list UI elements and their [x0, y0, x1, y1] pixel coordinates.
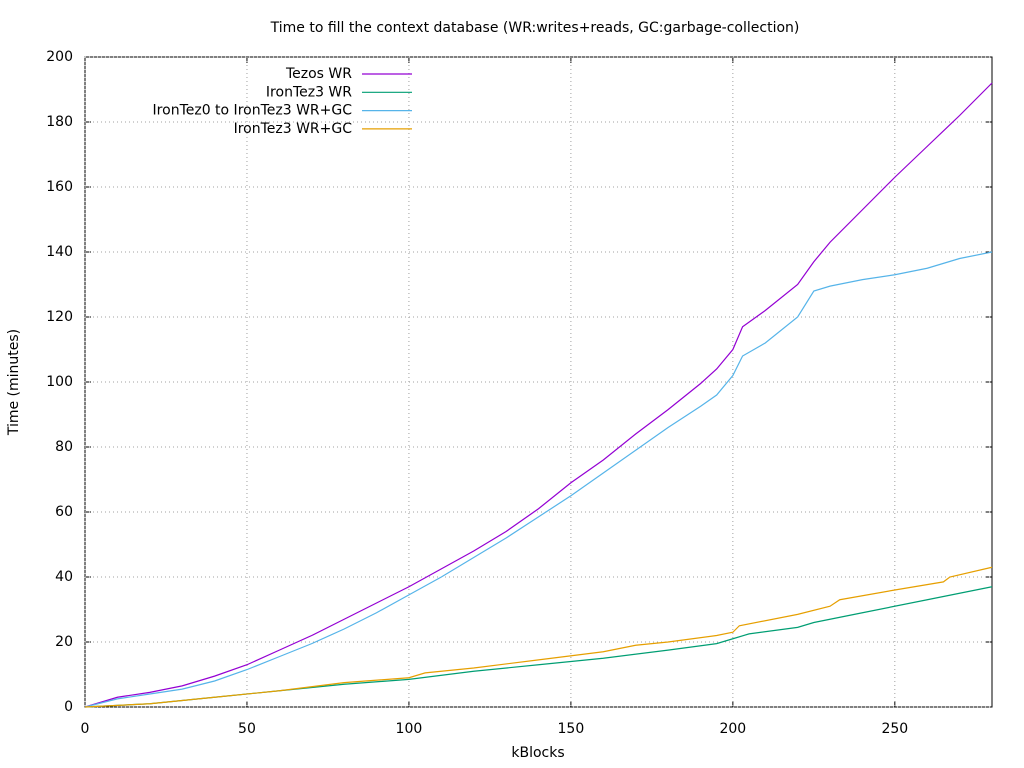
- legend-label: IronTez0 to IronTez3 WR+GC: [153, 103, 353, 119]
- x-tick-label: 200: [719, 721, 746, 737]
- y-tick-label: 120: [46, 309, 73, 325]
- legend-label: Tezos WR: [285, 66, 352, 82]
- legend-label: IronTez3 WR+GC: [234, 121, 353, 137]
- y-tick-label: 160: [46, 179, 73, 195]
- series-line: [84, 251, 993, 708]
- y-tick-label: 200: [46, 49, 73, 65]
- y-tick-label: 40: [55, 569, 73, 585]
- x-tick-label: 50: [238, 721, 256, 737]
- series-line: [84, 566, 993, 708]
- y-tick-label: 140: [46, 244, 73, 260]
- x-tick-label: 150: [558, 721, 585, 737]
- x-axis-label: kBlocks: [511, 745, 564, 761]
- y-tick-label: 100: [46, 374, 73, 390]
- y-tick-label: 20: [55, 634, 73, 650]
- series-line: [84, 586, 993, 708]
- x-tick-label: 250: [881, 721, 908, 737]
- y-tick-label: 80: [55, 439, 73, 455]
- y-tick-label: 180: [46, 114, 73, 130]
- series-line: [84, 82, 993, 708]
- x-tick-label: 100: [396, 721, 423, 737]
- y-tick-label: 0: [64, 699, 73, 715]
- x-tick-label: 0: [81, 721, 90, 737]
- y-tick-label: 60: [55, 504, 73, 520]
- y-axis-label: Time (minutes): [6, 329, 22, 436]
- chart-title: Time to fill the context database (WR:wr…: [270, 20, 800, 36]
- legend-label: IronTez3 WR: [266, 84, 352, 100]
